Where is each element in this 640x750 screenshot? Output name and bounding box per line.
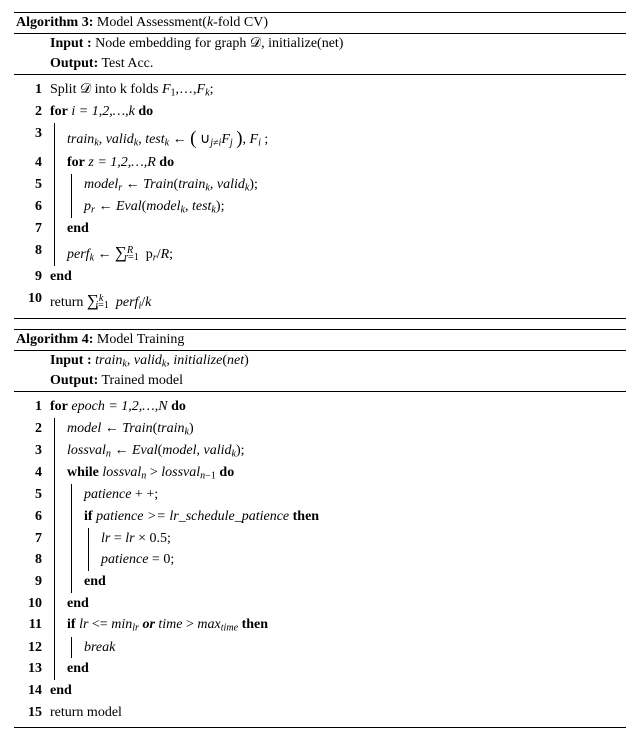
code: modelr ← Train(traink, validk); — [50, 174, 626, 196]
algo4-body: 1 for epoch = 1,2,…,N do 2 model ← Train… — [14, 392, 626, 727]
ln: 3 — [14, 123, 50, 145]
line-12: 12 break — [14, 637, 626, 659]
algo3-title: Model Assessment(k-fold CV) — [97, 15, 268, 30]
ln: 3 — [14, 440, 50, 462]
code: end — [50, 266, 626, 288]
line-10: 10 return ∑ki=1 perfi/k — [14, 288, 626, 314]
line-6: 6 if patience >= lr_schedule_patience th… — [14, 506, 626, 528]
ln: 14 — [14, 680, 50, 702]
line-9: 9 end — [14, 266, 626, 288]
output-text: Trained model — [101, 373, 183, 388]
code: end — [50, 658, 626, 680]
line-15: 15 return model — [14, 702, 626, 724]
code: lr = lr × 0.5; — [50, 528, 626, 550]
algorithm-4: Algorithm 4: Model Training Input : trai… — [14, 329, 626, 729]
ln: 15 — [14, 702, 50, 724]
output-label: Output: — [50, 373, 98, 388]
ln: 7 — [14, 528, 50, 550]
ln: 6 — [14, 506, 50, 528]
line-8: 8 patience = 0; — [14, 549, 626, 571]
code: traink, validk, testk ← ( ∪j≠iFj ), Fi ; — [50, 123, 626, 152]
code: for z = 1,2,…,R do — [50, 152, 626, 174]
ln: 12 — [14, 637, 50, 659]
algo4-title-row: Algorithm 4: Model Training — [14, 330, 626, 350]
code: end — [50, 218, 626, 240]
code: pr ← Eval(modelk, testk); — [50, 196, 626, 218]
line-13: 13 end — [14, 658, 626, 680]
line-1: 1 Split 𝒟 into k folds F1,…,Fk; — [14, 79, 626, 101]
ln: 7 — [14, 218, 50, 240]
line-3: 3 lossvaln ← Eval(model, validk); — [14, 440, 626, 462]
output-text: Test Acc. — [101, 56, 153, 71]
line-8: 8 perfk ← ∑Rr=1 pr/R; — [14, 240, 626, 266]
code: model ← Train(traink) — [50, 418, 626, 440]
line-7: 7 end — [14, 218, 626, 240]
code: end — [50, 680, 626, 702]
ln: 4 — [14, 152, 50, 174]
code: break — [50, 637, 626, 659]
line-11: 11 if lr <= minlr or time > maxtime then — [14, 614, 626, 636]
code: while lossvaln > lossvaln−1 do — [50, 462, 626, 484]
code: end — [50, 571, 626, 593]
output-label: Output: — [50, 56, 98, 71]
line-6: 6 pr ← Eval(modelk, testk); — [14, 196, 626, 218]
code: return model — [50, 702, 626, 724]
algo4-output: Output: Trained model — [14, 371, 626, 391]
code: end — [50, 593, 626, 615]
algo3-title-row: Algorithm 3: Model Assessment(k-fold CV) — [14, 13, 626, 33]
ln: 4 — [14, 462, 50, 484]
ln: 8 — [14, 240, 50, 262]
input-label: Input : — [50, 36, 92, 51]
ln: 5 — [14, 484, 50, 506]
ln: 8 — [14, 549, 50, 571]
ln: 5 — [14, 174, 50, 196]
line-3: 3 traink, validk, testk ← ( ∪j≠iFj ), Fi… — [14, 123, 626, 152]
ln: 11 — [14, 614, 50, 636]
algo4-header: Algorithm 4: — [16, 332, 93, 347]
line-4: 4 while lossvaln > lossvaln−1 do — [14, 462, 626, 484]
rule-bottom — [14, 318, 626, 319]
algo3-body: 1 Split 𝒟 into k folds F1,…,Fk; 2 for i … — [14, 75, 626, 318]
input-text: traink, validk, initialize(net) — [95, 353, 249, 368]
input-text: Node embedding for graph 𝒟, initialize(n… — [95, 36, 343, 51]
algo4-title: Model Training — [97, 332, 185, 347]
line-2: 2 model ← Train(traink) — [14, 418, 626, 440]
line-2: 2 for i = 1,2,…,k do — [14, 101, 626, 123]
code: for epoch = 1,2,…,N do — [50, 396, 626, 418]
ln: 9 — [14, 266, 50, 288]
code: if lr <= minlr or time > maxtime then — [50, 614, 626, 636]
algo3-header: Algorithm 3: — [16, 15, 93, 30]
line-5: 5 patience + +; — [14, 484, 626, 506]
code: for i = 1,2,…,k do — [50, 101, 626, 123]
ln: 10 — [14, 288, 50, 310]
ln: 9 — [14, 571, 50, 593]
code: lossvaln ← Eval(model, validk); — [50, 440, 626, 462]
code: return ∑ki=1 perfi/k — [50, 288, 626, 314]
code: patience = 0; — [50, 549, 626, 571]
code: if patience >= lr_schedule_patience then — [50, 506, 626, 528]
line-14: 14 end — [14, 680, 626, 702]
line-7: 7 lr = lr × 0.5; — [14, 528, 626, 550]
algo3-output: Output: Test Acc. — [14, 54, 626, 74]
code: perfk ← ∑Rr=1 pr/R; — [50, 240, 626, 266]
code: Split 𝒟 into k folds F1,…,Fk; — [50, 79, 626, 101]
ln: 1 — [14, 396, 50, 418]
ln: 13 — [14, 658, 50, 680]
line-4: 4 for z = 1,2,…,R do — [14, 152, 626, 174]
input-label: Input : — [50, 353, 92, 368]
ln: 1 — [14, 79, 50, 101]
line-5: 5 modelr ← Train(traink, validk); — [14, 174, 626, 196]
algo4-input: Input : traink, validk, initialize(net) — [14, 351, 626, 372]
ln: 2 — [14, 101, 50, 123]
ln: 6 — [14, 196, 50, 218]
line-9: 9 end — [14, 571, 626, 593]
algorithm-3: Algorithm 3: Model Assessment(k-fold CV)… — [14, 12, 626, 319]
algo3-input: Input : Node embedding for graph 𝒟, init… — [14, 34, 626, 54]
rule-bottom — [14, 727, 626, 728]
line-1: 1 for epoch = 1,2,…,N do — [14, 396, 626, 418]
line-10: 10 end — [14, 593, 626, 615]
ln: 10 — [14, 593, 50, 615]
ln: 2 — [14, 418, 50, 440]
code: patience + +; — [50, 484, 626, 506]
